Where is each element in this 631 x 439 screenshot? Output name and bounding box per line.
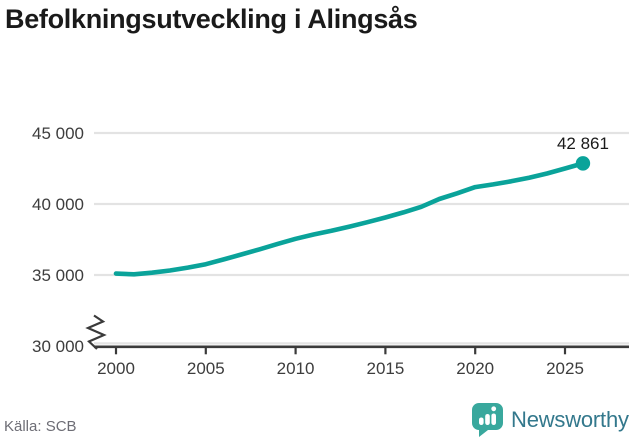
logo-exclamation-dot <box>491 406 497 412</box>
logo-bar-1 <box>479 417 484 425</box>
newsworthy-wordmark: Newsworthy <box>511 407 629 432</box>
y-tick-label: 45 000 <box>32 124 84 143</box>
endpoint-dot <box>575 156 591 171</box>
x-tick-label: 2010 <box>277 359 315 378</box>
x-tick-label: 2015 <box>366 359 404 378</box>
endpoint-value-label: 42 861 <box>557 134 609 153</box>
x-tick-label: 2020 <box>456 359 494 378</box>
y-tick-label: 40 000 <box>32 195 84 214</box>
newsworthy-logo: Newsworthy <box>472 403 629 437</box>
source-label: Källa: SCB <box>4 418 77 435</box>
x-tick-label: 2000 <box>97 359 135 378</box>
population-line <box>113 161 586 277</box>
line-chart: 2000 2005 2010 2015 2020 2025 45 000 40 000 35 0… <box>32 124 629 378</box>
logo-bar-3 <box>491 413 496 425</box>
newsworthy-logo-icon <box>472 403 503 437</box>
y-tick-label: 35 000 <box>32 266 84 285</box>
x-tick-label: 2025 <box>546 359 584 378</box>
chart-title: Befolkningsutveckling i Alingsås <box>5 4 418 34</box>
y-tick-label: 30 000 <box>32 337 84 356</box>
logo-bar-2 <box>485 414 490 425</box>
axis-break-icon <box>85 314 107 350</box>
x-tick-label: 2005 <box>187 359 225 378</box>
